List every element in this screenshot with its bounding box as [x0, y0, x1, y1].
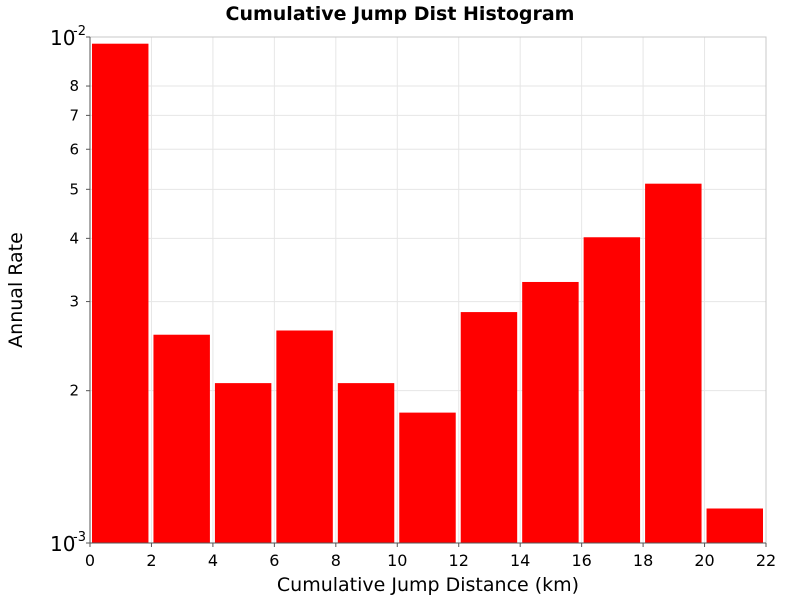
x-tick-label: 20: [694, 551, 714, 570]
y-tick-label: 3: [69, 293, 79, 311]
y-decade-label-base: 10: [50, 26, 75, 50]
y-axis-label: Annual Rate: [5, 232, 27, 348]
x-tick-label: 8: [331, 551, 341, 570]
x-axis-label: Cumulative Jump Distance (km): [277, 574, 579, 596]
histogram-bar: [460, 312, 518, 543]
x-tick-label: 10: [387, 551, 407, 570]
y-tick-label: 6: [69, 140, 79, 158]
y-tick-label: 8: [69, 77, 79, 95]
histogram-bar: [583, 237, 641, 544]
x-tick-label: 14: [510, 551, 530, 570]
y-tick-label: 7: [69, 106, 79, 124]
bars-layer: [92, 43, 763, 544]
histogram-bar: [706, 508, 763, 543]
x-tick-label: 22: [756, 551, 776, 570]
y-tick-label: 4: [69, 229, 79, 247]
histogram-bar: [92, 43, 149, 543]
x-tick-label: 12: [449, 551, 469, 570]
chart-title: Cumulative Jump Dist Histogram: [226, 3, 575, 25]
histogram-bar: [214, 383, 272, 543]
y-tick-label: 2: [69, 382, 79, 400]
y-decade-label-exponent: -2: [73, 24, 86, 39]
y-tick-label: 5: [69, 180, 79, 198]
histogram-bar: [153, 334, 210, 543]
histogram-bar: [276, 330, 333, 543]
histogram-bar: [645, 183, 702, 544]
y-decade-label-exponent: -3: [73, 530, 86, 545]
x-tick-label: 2: [146, 551, 156, 570]
x-tick-label: 6: [269, 551, 279, 570]
histogram-bar: [522, 281, 579, 543]
histogram-bar: [399, 412, 456, 543]
x-tick-label: 0: [85, 551, 95, 570]
y-decade-label-base: 10: [50, 532, 75, 556]
x-tick-label: 16: [571, 551, 591, 570]
x-tick-label: 4: [208, 551, 218, 570]
histogram-bar: [337, 383, 395, 543]
x-tick-label: 18: [633, 551, 653, 570]
